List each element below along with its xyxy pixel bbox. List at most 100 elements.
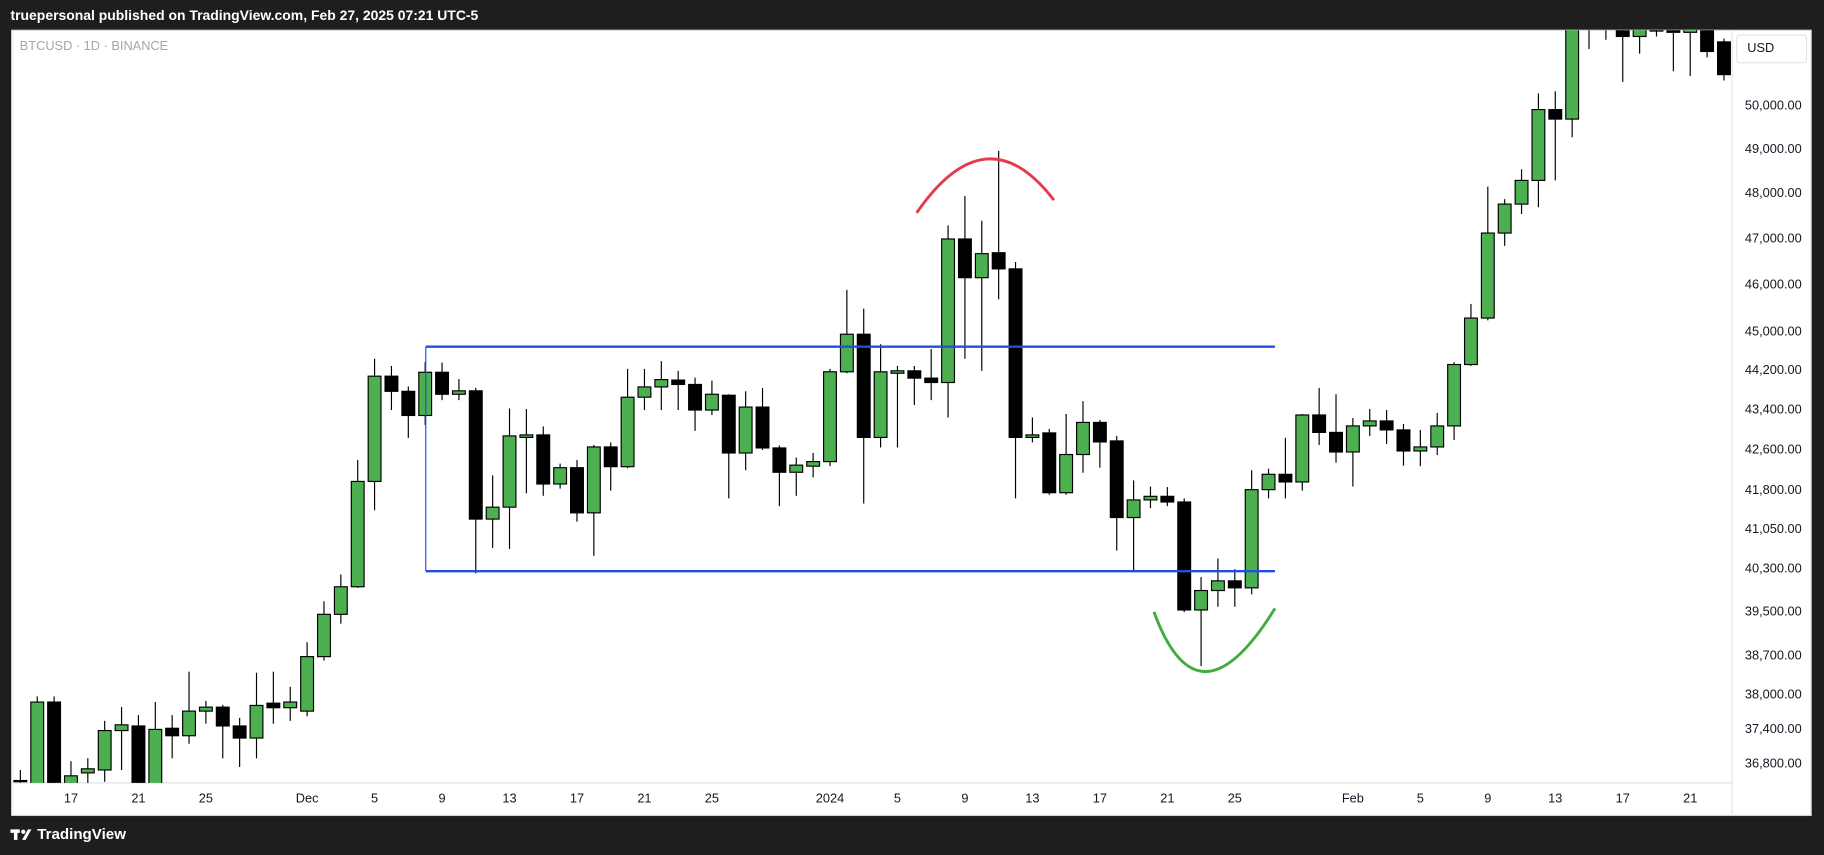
y-tick-label: 38,700.00 bbox=[1745, 647, 1802, 662]
candle-body bbox=[907, 370, 922, 379]
x-tick-label: 9 bbox=[961, 791, 968, 806]
candle-body bbox=[1683, 30, 1698, 33]
candle-body bbox=[789, 464, 804, 473]
candle-body bbox=[603, 446, 618, 468]
candle-body bbox=[704, 393, 719, 411]
candle-body bbox=[1109, 440, 1124, 519]
candle-body bbox=[1312, 414, 1327, 433]
y-tick-label: 41,800.00 bbox=[1745, 482, 1802, 497]
footer-logo bbox=[10, 829, 32, 840]
candle-body bbox=[890, 370, 905, 374]
candle-body bbox=[1042, 432, 1057, 494]
candle-body bbox=[1126, 499, 1141, 519]
candle-body bbox=[468, 390, 483, 520]
currency-button[interactable] bbox=[1736, 34, 1808, 64]
x-tick-label: 25 bbox=[705, 791, 719, 806]
candle-body bbox=[1194, 589, 1209, 611]
x-tick-label: 13 bbox=[1025, 791, 1039, 806]
candle-body bbox=[30, 701, 45, 783]
candle-body bbox=[654, 379, 669, 388]
candle-body bbox=[1143, 495, 1158, 501]
x-tick-label: 9 bbox=[438, 791, 445, 806]
y-tick-label: 36,800.00 bbox=[1745, 756, 1802, 771]
candle-body bbox=[47, 701, 62, 783]
candle-body bbox=[755, 406, 770, 449]
candle-body bbox=[620, 396, 635, 468]
x-tick-label: 9 bbox=[1484, 791, 1491, 806]
candle-body bbox=[367, 375, 382, 483]
y-tick-label: 39,500.00 bbox=[1745, 604, 1802, 619]
candle-body bbox=[13, 779, 28, 783]
currency-label: USD bbox=[1747, 40, 1774, 55]
x-tick-label: 17 bbox=[1093, 791, 1107, 806]
candle-body bbox=[806, 461, 821, 467]
candle-body bbox=[63, 775, 78, 783]
x-tick-label: 2024 bbox=[816, 791, 844, 806]
candle-body bbox=[1716, 41, 1731, 76]
candle-body bbox=[1008, 268, 1023, 438]
candle-body bbox=[1531, 109, 1546, 181]
candle-body bbox=[991, 252, 1006, 270]
top-arc bbox=[915, 157, 1056, 214]
y-tick-label: 45,000.00 bbox=[1745, 324, 1802, 339]
y-tick-label: 42,600.00 bbox=[1745, 441, 1802, 456]
candle-body bbox=[1463, 317, 1478, 366]
candle-body bbox=[586, 446, 601, 514]
candle-body bbox=[738, 406, 753, 454]
candle-body bbox=[1649, 30, 1664, 32]
y-tick-label: 41,050.00 bbox=[1745, 521, 1802, 536]
candle-body bbox=[1092, 421, 1107, 443]
y-tick-label: 46,000.00 bbox=[1745, 277, 1802, 292]
candle-body bbox=[283, 701, 298, 709]
x-tick-label: 21 bbox=[1160, 791, 1174, 806]
x-tick-label: 21 bbox=[1683, 791, 1697, 806]
candle-body bbox=[451, 390, 466, 395]
candle-body bbox=[1666, 30, 1681, 33]
candle-body bbox=[1497, 203, 1512, 234]
candle-body bbox=[873, 371, 888, 438]
candle-body bbox=[350, 480, 365, 588]
candle-body bbox=[1548, 109, 1563, 120]
candle-body bbox=[485, 506, 500, 520]
candle-body bbox=[924, 377, 939, 384]
x-tick-label: 13 bbox=[502, 791, 516, 806]
candle-body bbox=[1447, 363, 1462, 427]
y-tick-label: 50,000.00 bbox=[1745, 98, 1802, 113]
candle-body bbox=[249, 704, 264, 739]
y-tick-label: 47,000.00 bbox=[1745, 230, 1802, 245]
x-tick-label: 17 bbox=[64, 791, 78, 806]
candle-body bbox=[97, 729, 112, 771]
candle-body bbox=[553, 467, 568, 485]
candle-body bbox=[131, 725, 146, 783]
candle-body bbox=[536, 434, 551, 485]
candle-body bbox=[721, 394, 736, 454]
y-tick-label: 38,000.00 bbox=[1745, 687, 1802, 702]
candle-body bbox=[1177, 501, 1192, 611]
candle-body bbox=[1210, 580, 1225, 592]
candle-body bbox=[1076, 421, 1090, 456]
symbol-label: BTCUSD · 1D · BINANCE bbox=[20, 38, 168, 53]
candle-body bbox=[839, 333, 854, 373]
x-tick-label: 17 bbox=[570, 791, 584, 806]
candle-body bbox=[333, 586, 348, 615]
candle-body bbox=[114, 724, 129, 732]
candle-body bbox=[1379, 420, 1394, 431]
y-tick-label: 43,400.00 bbox=[1745, 401, 1802, 416]
candle-body bbox=[671, 379, 686, 386]
candle-body bbox=[80, 768, 95, 774]
candle-body bbox=[401, 390, 416, 417]
footer-brand: TradingView bbox=[37, 826, 126, 843]
x-tick-label: 5 bbox=[1417, 791, 1424, 806]
x-tick-label: 5 bbox=[371, 791, 378, 806]
candle-body bbox=[856, 333, 871, 438]
candle-body bbox=[823, 371, 837, 463]
x-tick-label: 13 bbox=[1548, 791, 1562, 806]
x-tick-label: 21 bbox=[131, 791, 145, 806]
candle-body bbox=[1329, 431, 1343, 453]
candle-body bbox=[1565, 30, 1580, 120]
candle-body bbox=[1632, 30, 1647, 38]
y-tick-label: 48,000.00 bbox=[1745, 185, 1802, 200]
candle-body bbox=[1430, 425, 1445, 448]
candle-body bbox=[232, 725, 247, 739]
x-tick-label: 17 bbox=[1616, 791, 1630, 806]
